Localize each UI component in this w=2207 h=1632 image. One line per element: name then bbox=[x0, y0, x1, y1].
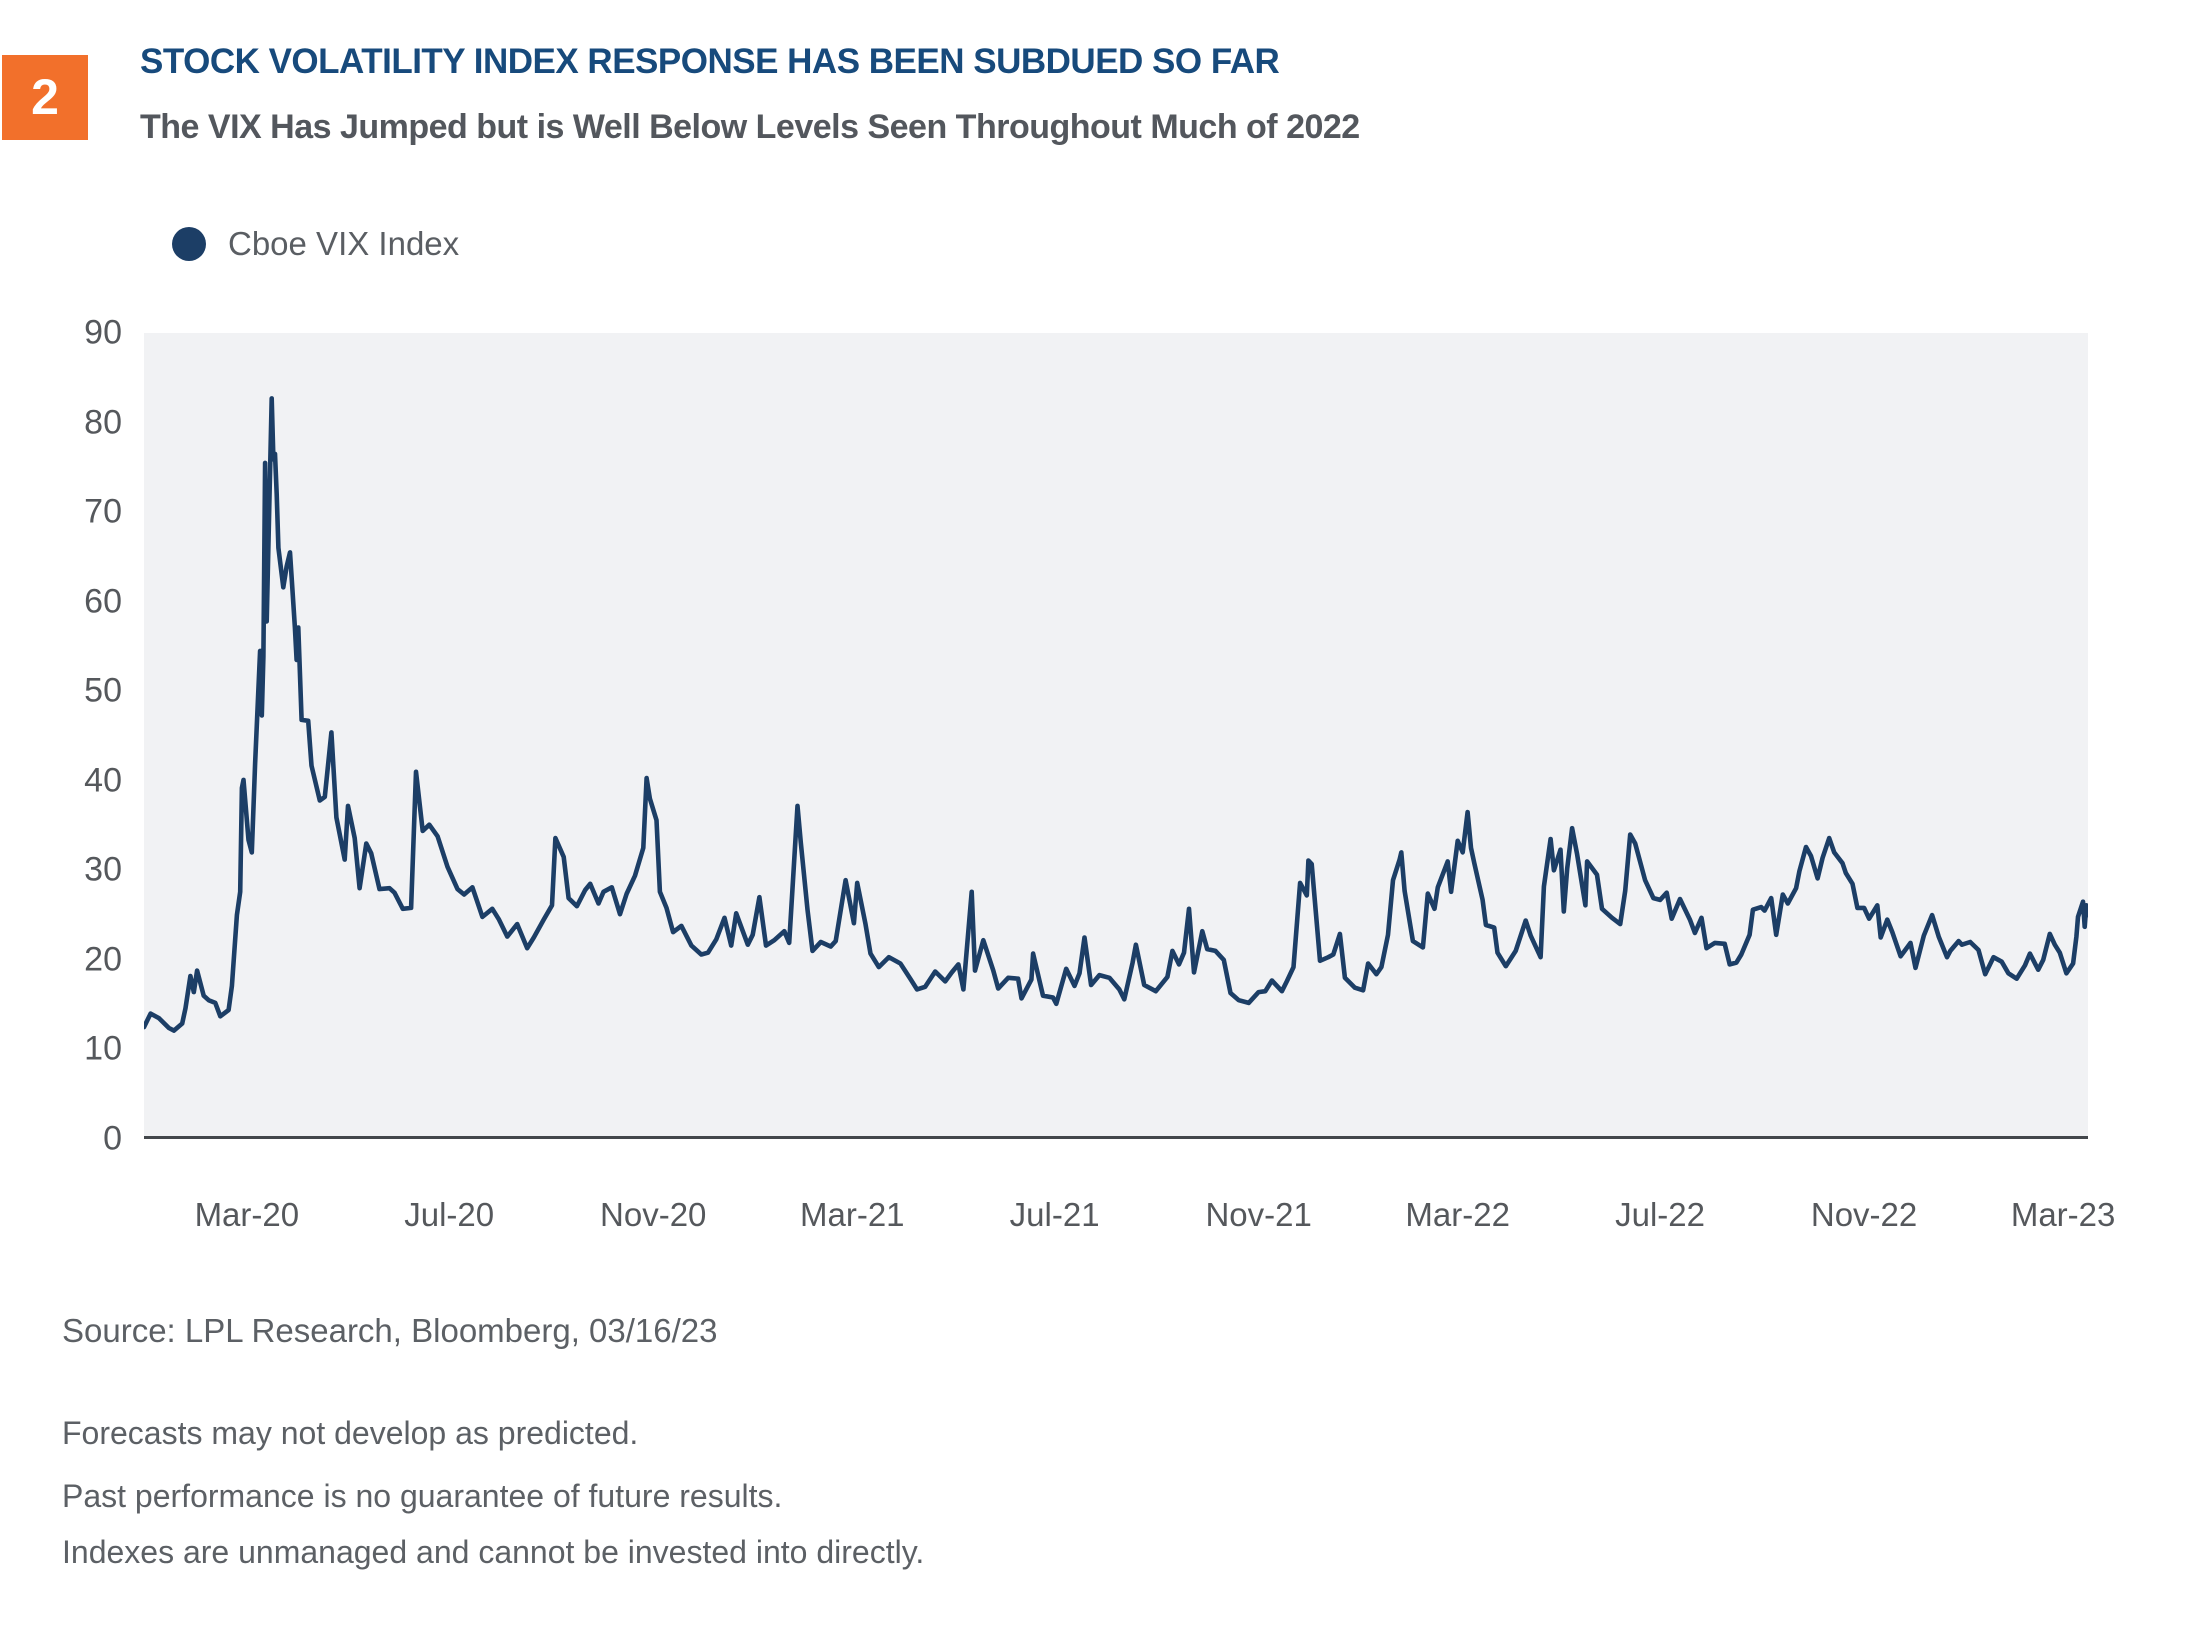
y-tick-label: 90 bbox=[84, 313, 122, 352]
x-tick-label: Nov-22 bbox=[1810, 1196, 1918, 1233]
disclaimer-forecasts: Forecasts may not develop as predicted. bbox=[62, 1415, 639, 1451]
y-tick-label: 40 bbox=[84, 761, 122, 800]
y-tick-label: 10 bbox=[84, 1029, 122, 1068]
figure-number-badge: 2 bbox=[2, 55, 88, 140]
chart-title: STOCK VOLATILITY INDEX RESPONSE HAS BEEN… bbox=[140, 42, 1280, 81]
chart-subtitle: The VIX Has Jumped but is Well Below Lev… bbox=[140, 108, 1360, 146]
disclaimer-indexes: Indexes are unmanaged and cannot be inve… bbox=[62, 1534, 925, 1570]
legend-label: Cboe VIX Index bbox=[228, 225, 460, 262]
source-line: Source: LPL Research, Bloomberg, 03/16/2… bbox=[62, 1312, 718, 1349]
legend-marker-icon bbox=[172, 227, 206, 261]
x-tick-label: Mar-20 bbox=[194, 1196, 300, 1233]
y-tick-label: 80 bbox=[84, 403, 122, 442]
x-tick-label: Jul-20 bbox=[404, 1196, 495, 1233]
x-tick-label: Nov-21 bbox=[1205, 1196, 1312, 1233]
y-tick-label: 50 bbox=[84, 671, 122, 710]
x-tick-label: Jul-21 bbox=[1009, 1196, 1100, 1233]
y-tick-label: 20 bbox=[84, 940, 122, 979]
vix-line-chart bbox=[141, 333, 2091, 1139]
x-tick-label: Mar-21 bbox=[800, 1196, 905, 1233]
y-tick-label: 60 bbox=[84, 582, 122, 621]
y-tick-label: 70 bbox=[84, 492, 122, 531]
y-tick-label: 0 bbox=[103, 1119, 122, 1158]
legend: Cboe VIX Index bbox=[172, 225, 459, 263]
plot-panel-background bbox=[144, 333, 2088, 1139]
x-tick-label: Nov-20 bbox=[600, 1196, 707, 1233]
y-tick-label: 30 bbox=[84, 850, 122, 889]
x-tick-label: Mar-22 bbox=[1405, 1196, 1510, 1233]
plot-area bbox=[141, 333, 2091, 1139]
x-tick-label: Jul-22 bbox=[1615, 1196, 1705, 1233]
x-tick-label: Mar-23 bbox=[2010, 1196, 2116, 1233]
disclaimer-past-performance: Past performance is no guarantee of futu… bbox=[62, 1478, 783, 1514]
vix-series-line bbox=[141, 396, 2091, 1033]
